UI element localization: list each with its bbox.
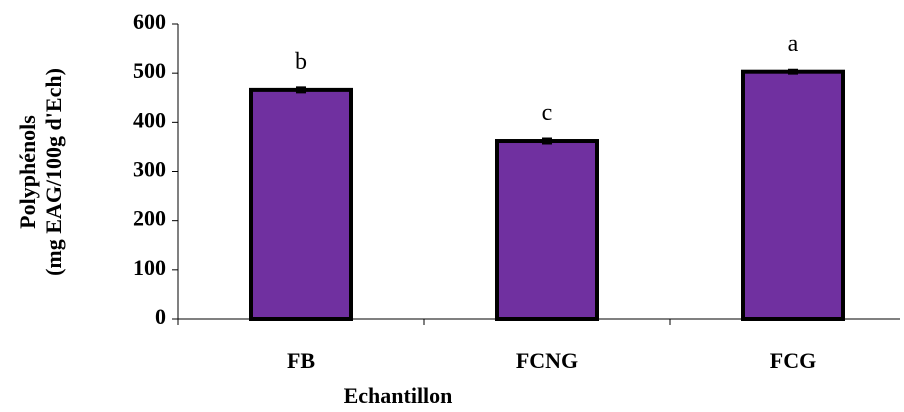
y-tick-label: 200 (133, 206, 166, 231)
significance-letter: b (295, 49, 307, 75)
y-axis-title-line: Polyphénols (15, 115, 40, 229)
bar (741, 69, 845, 321)
bar (249, 87, 353, 321)
y-tick-label: 600 (133, 9, 166, 34)
y-tick-label: 500 (133, 58, 166, 83)
bar (495, 139, 599, 321)
significance-letter: a (788, 31, 799, 57)
x-axis-title: Echantillon (344, 383, 453, 408)
error-bar (788, 68, 798, 75)
y-tick-label: 300 (133, 157, 166, 182)
x-tick-label: FB (287, 348, 315, 373)
significance-letter: c (542, 100, 553, 126)
y-axis-title-line: (mg EAG/100g d'Ech) (41, 68, 66, 276)
y-axis-title: Polyphénols (mg EAG/100g d'Ech) (15, 68, 66, 276)
error-bar (542, 137, 552, 145)
y-tick-label: 0 (155, 304, 166, 329)
error-bar (296, 86, 306, 94)
y-tick-label: 400 (133, 107, 166, 132)
x-tick-label: FCG (770, 348, 816, 373)
y-tick-label: 100 (133, 255, 166, 280)
x-tick-label: FCNG (516, 348, 578, 373)
